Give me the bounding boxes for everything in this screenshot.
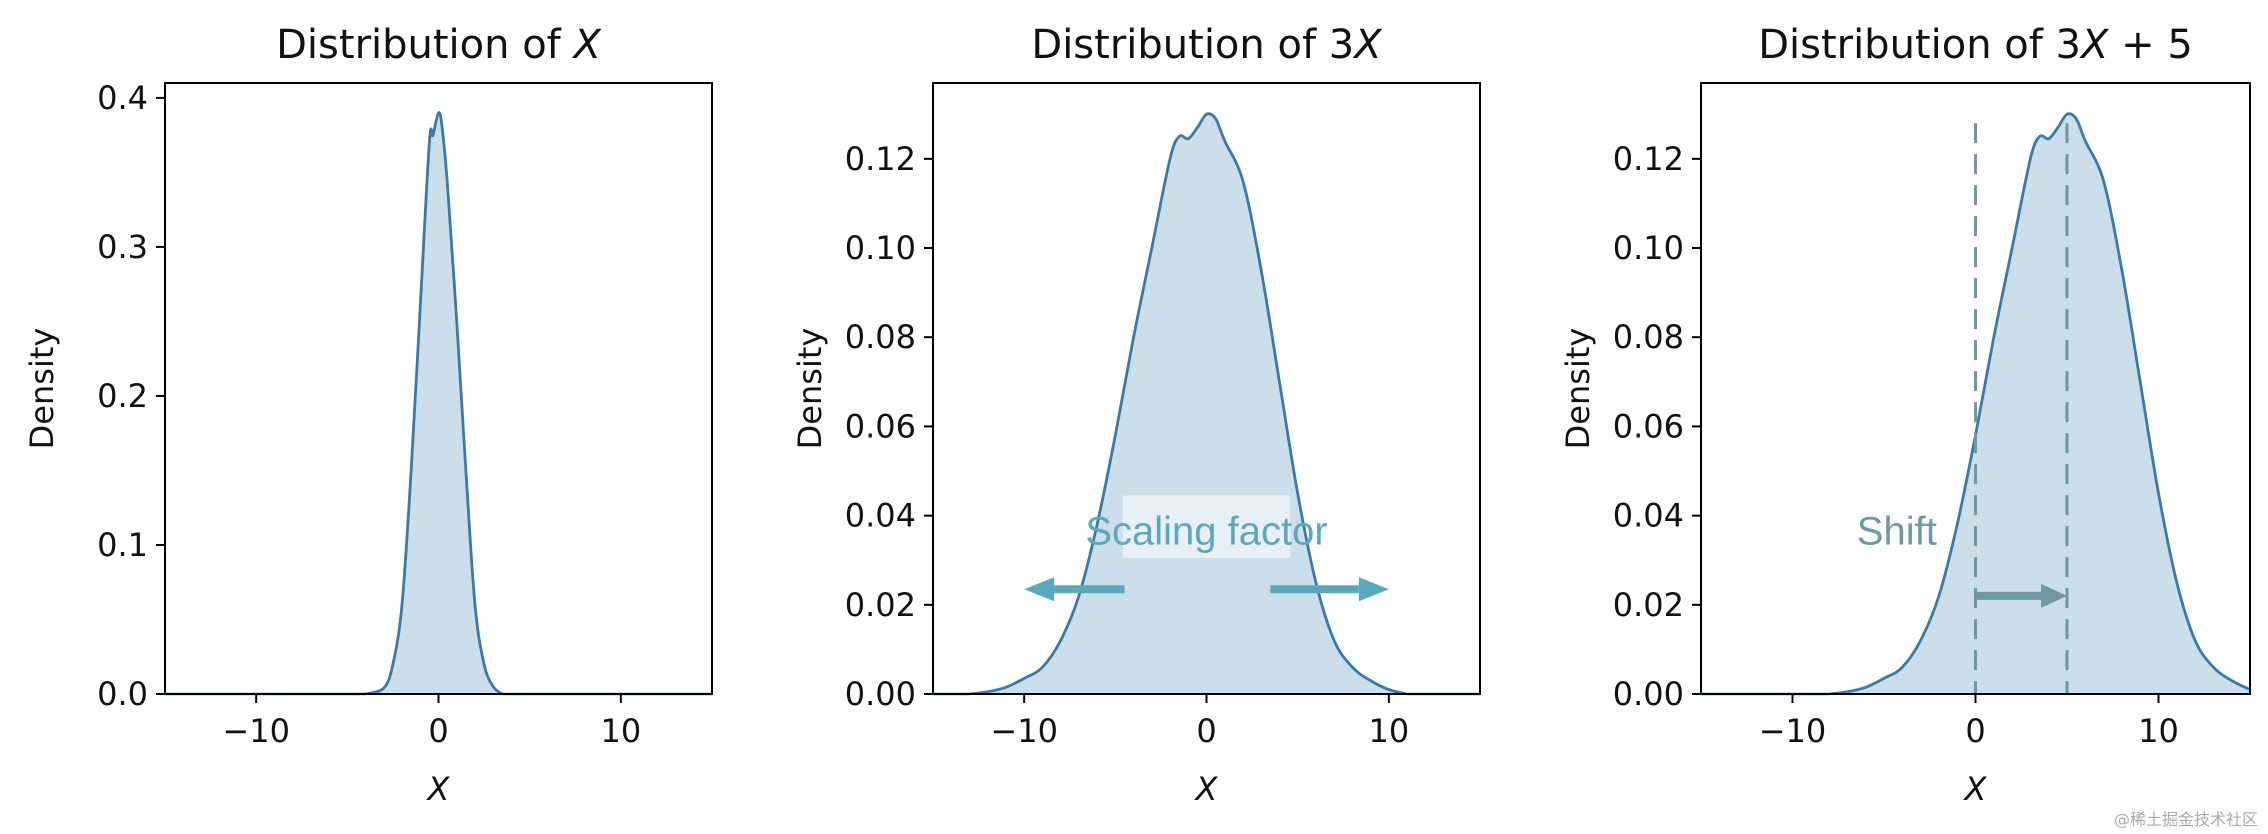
- density-line: [365, 111, 504, 694]
- density-area: [969, 113, 1408, 694]
- density-line: [1828, 112, 2250, 694]
- panel-2: Scaling factor −10 0 10 0.00 0.02 0.04 0.06 0.08…: [791, 22, 1481, 808]
- x-tick-label: 10: [600, 712, 641, 750]
- x-axis-label: X: [1963, 770, 1988, 808]
- chart-title: Distribution of 3X + 5: [1758, 22, 2193, 68]
- y-axis-label: Density: [1559, 328, 1597, 450]
- y-tick-label: 0.10: [1613, 229, 1684, 267]
- x-tick-label: 10: [1368, 712, 1409, 750]
- x-axis-label: X: [426, 770, 451, 808]
- y-tick-label: 0.04: [845, 497, 916, 535]
- y-tick-label: 0.12: [845, 140, 916, 178]
- y-tick-label: 0.00: [1613, 675, 1684, 713]
- chart-title: Distribution of 3X: [1031, 22, 1383, 68]
- y-axis-label: Density: [23, 328, 61, 450]
- x-tick-label: 0: [1965, 712, 1985, 750]
- panel-1: −10 0 10 0.0 0.1 0.2 0.3 0.4 X Density Distributio…: [23, 22, 713, 808]
- y-axis-label: Density: [791, 328, 829, 450]
- shift-arrow-head: [2041, 583, 2067, 608]
- shift-label: Shift: [1857, 510, 1937, 554]
- x-tick-label: 0: [428, 712, 448, 750]
- y-tick-label: 0.12: [1613, 140, 1684, 178]
- y-tick-label: 0.08: [1613, 318, 1684, 356]
- y-tick-label: 0.2: [97, 377, 148, 415]
- x-tick-label: −10: [990, 712, 1058, 750]
- watermark: @稀土掘金技术社区: [2113, 810, 2258, 829]
- x-tick-label: 10: [2138, 712, 2179, 750]
- y-tick-label: 0.02: [845, 586, 916, 624]
- y-tick-label: 0.06: [845, 407, 916, 445]
- scale-arrow-right-head: [1358, 577, 1389, 602]
- x-tick-label: −10: [222, 712, 290, 750]
- scale-arrow-left-head: [1024, 577, 1055, 602]
- x-tick-label: −10: [1759, 712, 1827, 750]
- y-tick-label: 0.08: [845, 318, 916, 356]
- y-tick-label: 0.00: [845, 675, 916, 713]
- x-axis-label: X: [1194, 770, 1219, 808]
- y-tick-label: 0.3: [97, 228, 148, 266]
- density-area: [365, 112, 503, 694]
- y-tick-label: 0.0: [97, 675, 148, 713]
- y-tick-label: 0.1: [97, 526, 148, 564]
- y-tick-label: 0.04: [1613, 497, 1684, 535]
- density-area: [1829, 113, 2250, 694]
- annotation-backdrop: [1122, 495, 1291, 558]
- x-tick-label: 0: [1196, 712, 1216, 750]
- scaling-factor-label: Scaling factor: [1085, 510, 1327, 554]
- y-tick-label: 0.06: [1613, 407, 1684, 445]
- panel-3: Shift −10 0 10 0.00 0.02 0.04 0.06 0.08 0.10 0.12 X…: [1559, 22, 2251, 808]
- chart-title: Distribution of X: [276, 22, 602, 68]
- y-tick-label: 0.02: [1613, 586, 1684, 624]
- y-tick-label: 0.10: [845, 229, 916, 267]
- y-tick-label: 0.4: [97, 79, 148, 117]
